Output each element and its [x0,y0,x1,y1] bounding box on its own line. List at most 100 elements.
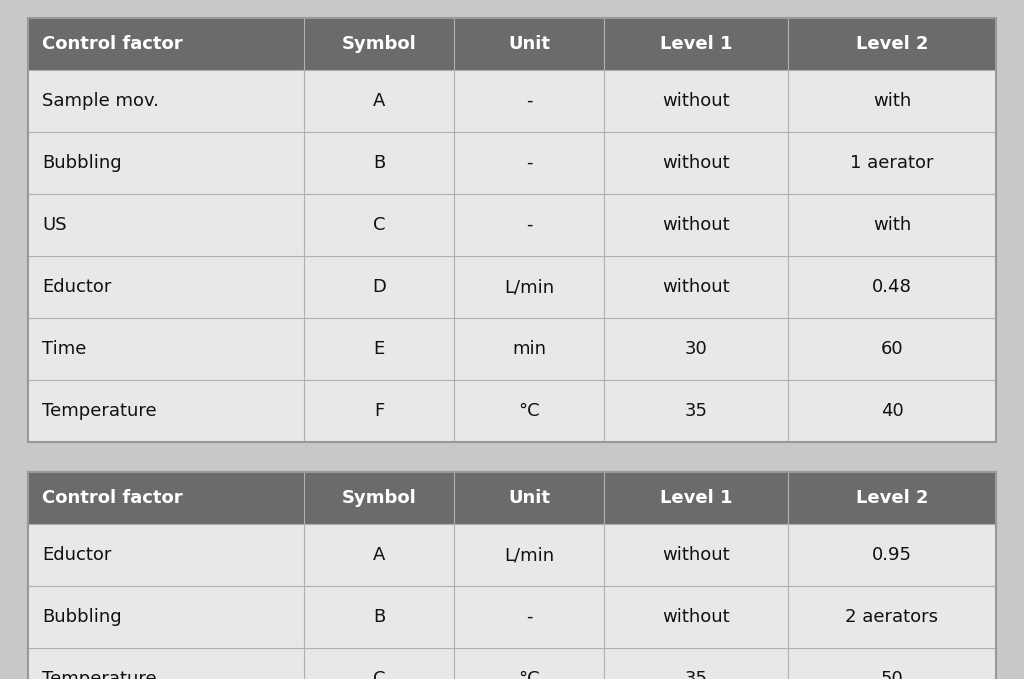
Text: A: A [373,546,385,564]
Text: without: without [663,546,730,564]
Text: L/min: L/min [504,546,554,564]
Bar [787,472,996,524]
Bar [454,70,604,132]
Bar [787,70,996,132]
Bar [604,524,787,586]
Text: A: A [373,92,385,110]
Bar [304,648,454,679]
Text: Symbol: Symbol [342,489,417,507]
Text: Control factor: Control factor [42,35,182,53]
Text: without: without [663,278,730,296]
Bar [28,318,304,380]
Text: Control factor: Control factor [42,489,182,507]
Bar [304,70,454,132]
Text: Time: Time [42,340,86,358]
Text: -: - [525,216,532,234]
Text: C: C [373,670,385,679]
Bar [28,472,996,679]
Text: 40: 40 [881,402,903,420]
Bar [28,18,996,442]
Text: B: B [373,154,385,172]
Bar [304,524,454,586]
Text: without: without [663,154,730,172]
Text: 0.95: 0.95 [872,546,912,564]
Bar [604,18,787,70]
Text: without: without [663,608,730,626]
Bar [28,380,304,442]
Bar [604,472,787,524]
Text: -: - [525,154,532,172]
Bar [28,442,996,472]
Bar [454,472,604,524]
Bar [304,318,454,380]
Text: US: US [42,216,67,234]
Text: Unit: Unit [508,489,550,507]
Bar [28,132,304,194]
Text: B: B [373,608,385,626]
Bar [787,132,996,194]
Bar [28,472,304,524]
Text: Level 1: Level 1 [659,35,732,53]
Bar [454,586,604,648]
Text: °C: °C [518,402,540,420]
Bar [787,18,996,70]
Bar [304,256,454,318]
Bar [604,194,787,256]
Bar [787,380,996,442]
Text: -: - [525,608,532,626]
Text: Temperature: Temperature [42,670,157,679]
Bar [787,648,996,679]
Text: C: C [373,216,385,234]
Bar [28,256,304,318]
Bar [28,586,304,648]
Text: Bubbling: Bubbling [42,154,122,172]
Text: F: F [374,402,384,420]
Text: Eductor: Eductor [42,546,112,564]
Bar [304,18,454,70]
Bar [28,194,304,256]
Text: Temperature: Temperature [42,402,157,420]
Bar [604,586,787,648]
Text: 50: 50 [881,670,903,679]
Text: D: D [372,278,386,296]
Text: Symbol: Symbol [342,35,417,53]
Bar [28,524,304,586]
Text: Unit: Unit [508,35,550,53]
Bar [604,380,787,442]
Text: 60: 60 [881,340,903,358]
Bar [28,648,304,679]
Bar [787,194,996,256]
Text: L/min: L/min [504,278,554,296]
Text: E: E [374,340,385,358]
Bar [454,648,604,679]
Bar [787,524,996,586]
Bar [604,256,787,318]
Bar [454,380,604,442]
Bar [787,586,996,648]
Bar [28,18,304,70]
Bar [304,380,454,442]
Text: Level 2: Level 2 [856,35,928,53]
Text: Eductor: Eductor [42,278,112,296]
Text: with: with [872,92,911,110]
Text: 30: 30 [685,340,708,358]
Text: Level 1: Level 1 [659,489,732,507]
Bar [787,256,996,318]
Text: -: - [525,92,532,110]
Bar [28,70,304,132]
Text: 2 aerators: 2 aerators [846,608,938,626]
Text: Sample mov.: Sample mov. [42,92,159,110]
Bar [304,132,454,194]
Bar [304,472,454,524]
Bar [604,318,787,380]
Text: Bubbling: Bubbling [42,608,122,626]
Bar [454,318,604,380]
Text: without: without [663,216,730,234]
Bar [454,194,604,256]
Bar [604,132,787,194]
Bar [787,318,996,380]
Bar [304,586,454,648]
Text: 35: 35 [684,402,708,420]
Text: °C: °C [518,670,540,679]
Bar [454,132,604,194]
